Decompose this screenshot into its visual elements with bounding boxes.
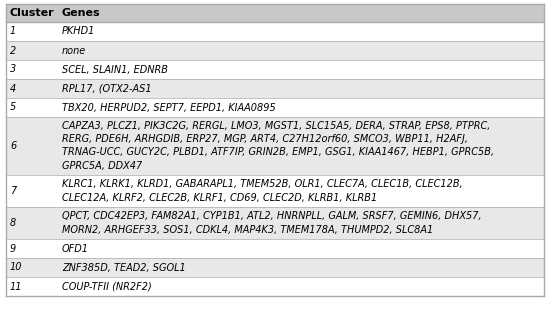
Bar <box>6 60 544 79</box>
Bar <box>6 175 544 207</box>
Text: QPCT, CDC42EP3, FAM82A1, CYP1B1, ATL2, HNRNPLL, GALM, SRSF7, GEMIN6, DHX57,: QPCT, CDC42EP3, FAM82A1, CYP1B1, ATL2, H… <box>62 211 482 221</box>
Text: OFD1: OFD1 <box>62 244 89 253</box>
Bar <box>6 4 544 22</box>
Text: Genes: Genes <box>62 8 101 18</box>
Text: PKHD1: PKHD1 <box>62 26 95 36</box>
Text: KLRC1, KLRK1, KLRD1, GABARAPL1, TMEM52B, OLR1, CLEC7A, CLEC1B, CLEC12B,: KLRC1, KLRK1, KLRD1, GABARAPL1, TMEM52B,… <box>62 179 463 189</box>
Text: 11: 11 <box>10 281 23 291</box>
Text: 1: 1 <box>10 26 16 36</box>
Text: 4: 4 <box>10 83 16 94</box>
Text: 2: 2 <box>10 45 16 55</box>
Text: 3: 3 <box>10 64 16 75</box>
Text: CLEC12A, KLRF2, CLEC2B, KLRF1, CD69, CLEC2D, KLRB1, KLRB1: CLEC12A, KLRF2, CLEC2B, KLRF1, CD69, CLE… <box>62 193 377 202</box>
Text: 10: 10 <box>10 262 23 272</box>
Text: COUP-TFII (NR2F2): COUP-TFII (NR2F2) <box>62 281 152 291</box>
Text: SCEL, SLAIN1, EDNRB: SCEL, SLAIN1, EDNRB <box>62 64 168 75</box>
Bar <box>6 98 544 117</box>
Bar <box>6 22 544 41</box>
Bar <box>6 258 544 277</box>
Bar <box>6 79 544 98</box>
Text: TBX20, HERPUD2, SEPT7, EEPD1, KIAA0895: TBX20, HERPUD2, SEPT7, EEPD1, KIAA0895 <box>62 103 276 113</box>
Text: RERG, PDE6H, ARHGDIB, ERP27, MGP, ART4, C27H12orf60, SMCO3, WBP11, H2AFJ,: RERG, PDE6H, ARHGDIB, ERP27, MGP, ART4, … <box>62 134 468 145</box>
Bar <box>6 41 544 60</box>
Text: TRNAG-UCC, GUCY2C, PLBD1, ATF7IP, GRIN2B, EMP1, GSG1, KIAA1467, HEBP1, GPRC5B,: TRNAG-UCC, GUCY2C, PLBD1, ATF7IP, GRIN2B… <box>62 147 494 157</box>
Text: MORN2, ARHGEF33, SOS1, CDKL4, MAP4K3, TMEM178A, THUMPD2, SLC8A1: MORN2, ARHGEF33, SOS1, CDKL4, MAP4K3, TM… <box>62 225 433 234</box>
Text: GPRC5A, DDX47: GPRC5A, DDX47 <box>62 160 142 170</box>
Text: 9: 9 <box>10 244 16 253</box>
Text: CAPZA3, PLCZ1, PIK3C2G, RERGL, LMO3, MGST1, SLC15A5, DERA, STRAP, EPS8, PTPRC,: CAPZA3, PLCZ1, PIK3C2G, RERGL, LMO3, MGS… <box>62 122 491 132</box>
Text: 5: 5 <box>10 103 16 113</box>
Text: ZNF385D, TEAD2, SGOL1: ZNF385D, TEAD2, SGOL1 <box>62 262 186 272</box>
Bar <box>6 277 544 296</box>
Bar <box>6 117 544 175</box>
Text: RPL17, (OTX2-AS1: RPL17, (OTX2-AS1 <box>62 83 152 94</box>
Text: 8: 8 <box>10 218 16 228</box>
Text: Cluster: Cluster <box>10 8 54 18</box>
Bar <box>6 207 544 239</box>
Text: 7: 7 <box>10 186 16 196</box>
Bar <box>6 239 544 258</box>
Text: none: none <box>62 45 86 55</box>
Text: 6: 6 <box>10 141 16 151</box>
